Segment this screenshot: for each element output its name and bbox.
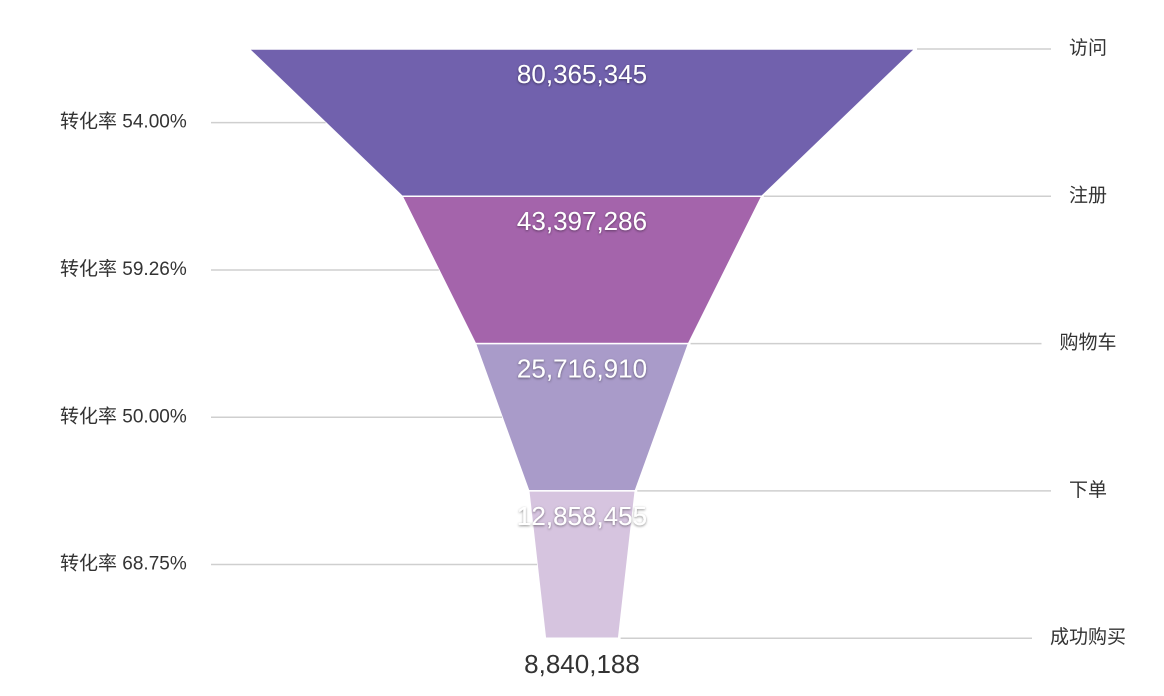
conversion-label: 转化率 59.26% xyxy=(60,258,187,280)
conversion-label: 转化率 68.75% xyxy=(60,553,187,575)
funnel-segment xyxy=(527,490,637,639)
stage-label: 注册 xyxy=(1069,184,1107,206)
conversion-label: 转化率 54.00% xyxy=(60,111,187,133)
stage-label: 访问 xyxy=(1069,37,1107,59)
value-label: 80,365,345 xyxy=(517,59,647,89)
value-label: 25,716,910 xyxy=(517,353,647,383)
stage-label: 购物车 xyxy=(1059,332,1116,354)
value-label: 8,840,188 xyxy=(524,649,640,679)
stage-label: 成功购买 xyxy=(1050,626,1126,648)
value-label: 43,397,286 xyxy=(517,206,647,236)
conversion-label: 转化率 50.00% xyxy=(60,405,187,427)
value-label: 12,858,455 xyxy=(517,501,647,531)
stage-label: 下单 xyxy=(1069,479,1107,501)
